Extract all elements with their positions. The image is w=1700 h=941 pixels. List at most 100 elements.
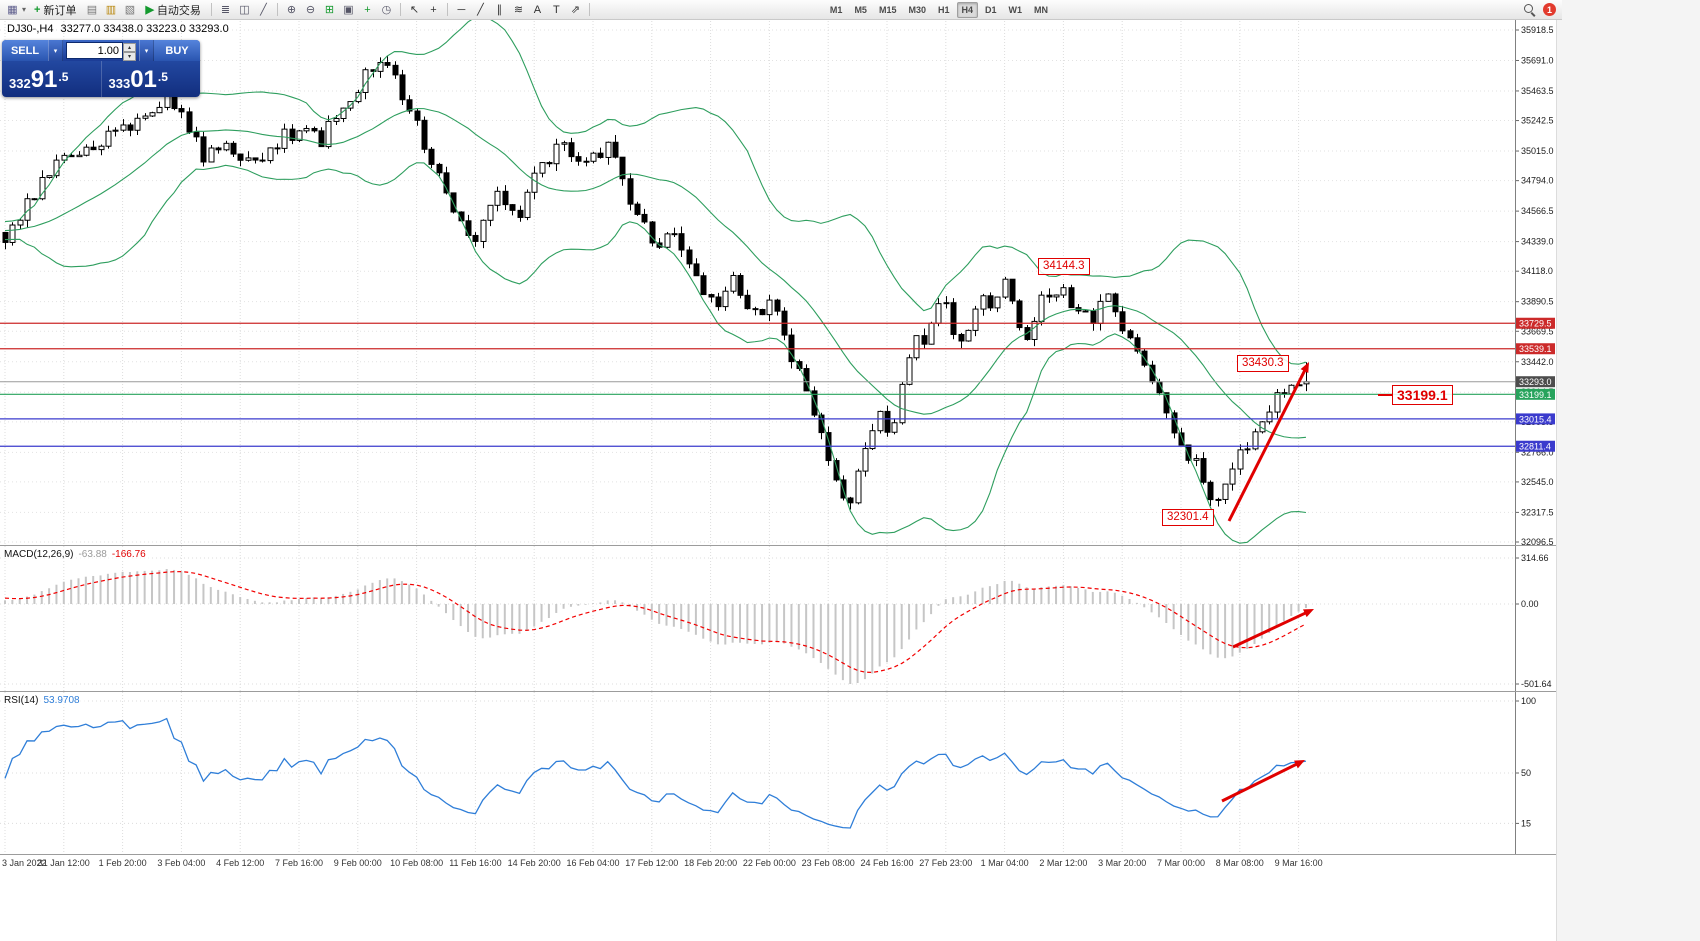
timeframe-mn-button[interactable]: MN <box>1034 4 1049 15</box>
fibonacci-tool-icon[interactable]: ≋ <box>513 4 524 16</box>
svg-text:34118.0: 34118.0 <box>1521 266 1553 276</box>
text-tool-icon[interactable]: A <box>533 3 542 16</box>
svg-text:3 Mar 20:00: 3 Mar 20:00 <box>1098 858 1146 868</box>
zoom-in-icon[interactable]: ⊕ <box>286 4 297 16</box>
timeframe-m30-button[interactable]: M30 <box>908 4 926 15</box>
notification-badge[interactable]: 1 <box>1543 3 1556 16</box>
horizontal-line-tool-icon[interactable]: ─ <box>457 3 466 16</box>
macd-indicator-panel[interactable]: 314.66 0.00 -501.64 <box>0 546 1556 692</box>
sell-dropdown-caret-icon[interactable]: ▾ <box>48 40 63 61</box>
sell-price-big-digits: 91 <box>30 66 58 93</box>
toolbar-separator <box>446 3 448 16</box>
svg-text:4 Feb 12:00: 4 Feb 12:00 <box>216 858 264 868</box>
buy-button-label: BUY <box>165 44 189 57</box>
svg-text:0.00: 0.00 <box>1521 599 1539 609</box>
line-chart-mode-icon[interactable]: ╱ <box>260 4 267 16</box>
sell-price[interactable]: 332 91.5 <box>2 61 101 97</box>
zoom-out-icon[interactable]: ⊖ <box>305 4 316 16</box>
buy-button[interactable]: BUY <box>154 40 200 61</box>
svg-text:34794.0: 34794.0 <box>1521 176 1554 186</box>
sell-button[interactable]: SELL <box>2 40 48 61</box>
svg-text:1 Feb 20:00: 1 Feb 20:00 <box>99 858 147 868</box>
autotrading-button[interactable]: ▶ 自动交易 <box>140 2 205 18</box>
refresh-icon[interactable]: ◷ <box>381 4 392 16</box>
volume-spinner: ▴ ▾ <box>123 42 136 61</box>
search-icon[interactable] <box>1523 3 1536 16</box>
svg-text:17 Feb 12:00: 17 Feb 12:00 <box>625 858 678 868</box>
channel-tool-icon[interactable]: ∥ <box>496 4 503 16</box>
chart-shortcut-icon[interactable]: ▦ <box>7 4 18 16</box>
buy-price[interactable]: 333 01.5 <box>100 61 201 97</box>
svg-text:35242.5: 35242.5 <box>1521 116 1554 126</box>
new-order-button[interactable]: + 新订单 <box>29 2 81 18</box>
volume-up-button[interactable]: ▴ <box>123 42 136 52</box>
svg-text:7 Mar 00:00: 7 Mar 00:00 <box>1157 858 1205 868</box>
macd-name: MACD(12,26,9) <box>4 549 74 560</box>
timeframe-m1-button[interactable]: M1 <box>829 4 843 15</box>
svg-text:33539.1: 33539.1 <box>1519 344 1552 354</box>
timeframe-h4-button[interactable]: H4 <box>956 1 979 18</box>
svg-text:2 Mar 12:00: 2 Mar 12:00 <box>1039 858 1087 868</box>
sell-price-prefix: 332 <box>9 75 31 91</box>
macd-label: MACD(12,26,9) -63.88 -166.76 <box>4 549 151 560</box>
panel-separator[interactable] <box>0 854 1556 855</box>
svg-text:9 Mar 16:00: 9 Mar 16:00 <box>1275 858 1323 868</box>
candlestick-mode-icon[interactable]: ◫ <box>239 4 250 16</box>
timeframe-d1-button[interactable]: D1 <box>985 4 997 15</box>
timeframe-m5-button[interactable]: M5 <box>854 4 867 15</box>
buy-price-decimal: .5 <box>157 70 168 84</box>
volume-down-button[interactable]: ▾ <box>123 51 136 61</box>
navigator-icon[interactable]: ▧ <box>124 4 136 16</box>
buy-price-big-digits: 01 <box>130 66 157 93</box>
volume-input[interactable] <box>66 42 123 59</box>
panel-separator[interactable] <box>0 545 1556 546</box>
cascade-windows-icon[interactable]: ▣ <box>343 4 354 16</box>
svg-text:33442.0: 33442.0 <box>1521 357 1554 367</box>
main-price-chart[interactable]: 35918.5 35691.0 35463.5 35242.5 35015.0 34794… <box>0 18 1556 546</box>
panel-separator[interactable] <box>0 691 1556 692</box>
svg-text:18 Feb 20:00: 18 Feb 20:00 <box>684 858 737 868</box>
toolbar-separator <box>210 3 212 16</box>
svg-text:10 Feb 08:00: 10 Feb 08:00 <box>390 858 443 868</box>
svg-text:34339.0: 34339.0 <box>1521 237 1554 247</box>
svg-text:35015.0: 35015.0 <box>1521 146 1554 156</box>
toolbar-spacer <box>594 9 824 10</box>
svg-text:31 Jan 12:00: 31 Jan 12:00 <box>38 858 90 868</box>
timeframe-m15-button[interactable]: M15 <box>878 4 897 15</box>
autotrading-button-label: 自动交易 <box>156 4 201 17</box>
terminal-window: ▦ ▾ + 新订单 ▤ ▥ ▧ ▶ 自动交易 ≣ ◫ ╱ ⊕ ⊖ ⊞ ▣ + ◷ ↖ + ─ ╱ ∥ ≋ A T ⇗ M1 M5 M15 M… <box>0 0 1556 941</box>
crosshair-icon[interactable]: + <box>430 3 437 16</box>
timeframe-w1-button[interactable]: W1 <box>1008 4 1023 15</box>
volume-control: ▴ ▾ <box>63 40 139 61</box>
svg-text:32766.0: 32766.0 <box>1521 447 1554 457</box>
cursor-icon[interactable]: ↖ <box>409 4 420 16</box>
rsi-name: RSI(14) <box>4 695 39 706</box>
rsi-label: RSI(14) 53.9708 <box>4 695 85 706</box>
market-watch-icon[interactable]: ▤ <box>86 4 98 16</box>
macd-signal-value: -166.76 <box>111 549 146 560</box>
buy-dropdown-caret-icon[interactable]: ▾ <box>139 40 154 61</box>
label-tool-icon[interactable]: T <box>553 3 560 16</box>
rsi-indicator-panel[interactable]: 100 50 15 <box>0 692 1556 855</box>
trendline-tool-icon[interactable]: ╱ <box>477 4 484 16</box>
svg-text:33015.4: 33015.4 <box>1519 414 1552 424</box>
svg-text:314.66: 314.66 <box>1521 553 1549 563</box>
bar-chart-mode-icon[interactable]: ≣ <box>220 4 231 16</box>
new-chart-icon[interactable]: + <box>364 3 371 16</box>
svg-text:1 Mar 04:00: 1 Mar 04:00 <box>981 858 1029 868</box>
toolbar-items: ▦ ▾ + 新订单 ▤ ▥ ▧ ▶ 自动交易 ≣ ◫ ╱ ⊕ ⊖ ⊞ ▣ + ◷ ↖ + ─ ╱ ∥ ≋ A T ⇗ M1 M5 M15 M… <box>3 1 1054 18</box>
svg-text:35463.5: 35463.5 <box>1521 86 1554 96</box>
new-order-icon: + <box>34 3 41 16</box>
data-window-icon[interactable]: ▥ <box>105 4 117 16</box>
svg-text:11 Feb 16:00: 11 Feb 16:00 <box>449 858 501 868</box>
svg-text:33199.1: 33199.1 <box>1519 390 1552 400</box>
arrows-tool-icon[interactable]: ⇗ <box>570 4 581 16</box>
sell-price-decimal: .5 <box>58 70 69 84</box>
toolbar-right: 1 <box>1523 0 1556 19</box>
tile-windows-icon[interactable]: ⊞ <box>324 4 335 16</box>
chart-shortcut-caret-icon[interactable]: ▾ <box>22 5 27 14</box>
timeframe-h1-button[interactable]: H1 <box>937 4 950 15</box>
svg-text:32545.0: 32545.0 <box>1521 477 1554 487</box>
